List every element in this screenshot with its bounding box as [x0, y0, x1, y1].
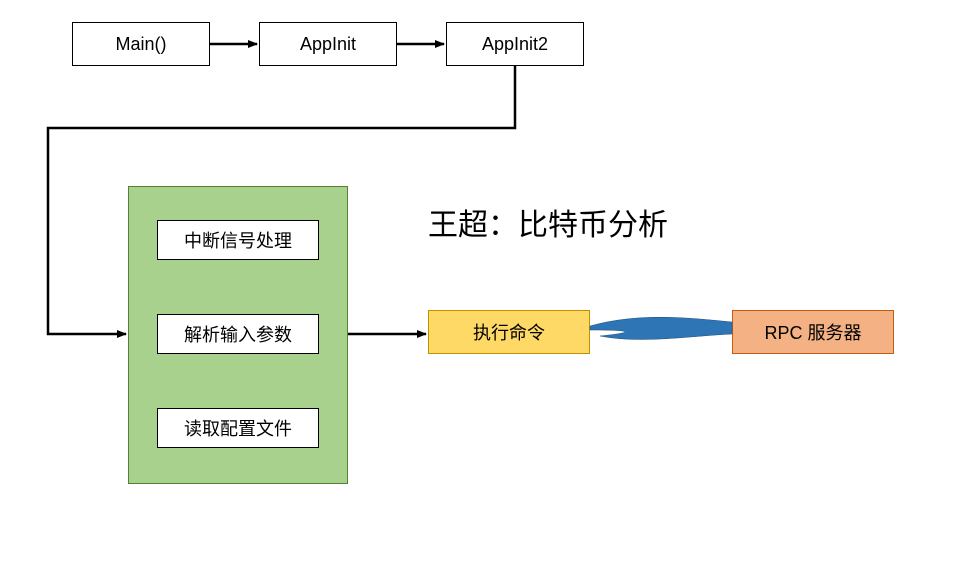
diagram-title-text: 王超：比特币分析	[428, 209, 668, 242]
node-rpc: RPC 服务器	[732, 310, 894, 354]
node-config-label: 读取配置文件	[184, 415, 292, 441]
node-appinit: AppInit	[259, 22, 397, 66]
node-config: 读取配置文件	[157, 408, 319, 448]
diagram-title: 王超：比特币分析	[428, 200, 668, 244]
node-exec-label: 执行命令	[473, 319, 545, 345]
node-interrupt-label: 中断信号处理	[184, 227, 292, 253]
node-main-label: Main()	[115, 34, 166, 55]
node-exec: 执行命令	[428, 310, 590, 354]
node-main: Main()	[72, 22, 210, 66]
node-appinit2-label: AppInit2	[482, 34, 548, 55]
node-parse: 解析输入参数	[157, 314, 319, 354]
node-parse-label: 解析输入参数	[184, 321, 292, 347]
node-rpc-label: RPC 服务器	[764, 319, 861, 345]
edge-exec-rpc	[590, 317, 732, 339]
node-appinit-label: AppInit	[300, 34, 356, 55]
node-interrupt: 中断信号处理	[157, 220, 319, 260]
node-appinit2: AppInit2	[446, 22, 584, 66]
